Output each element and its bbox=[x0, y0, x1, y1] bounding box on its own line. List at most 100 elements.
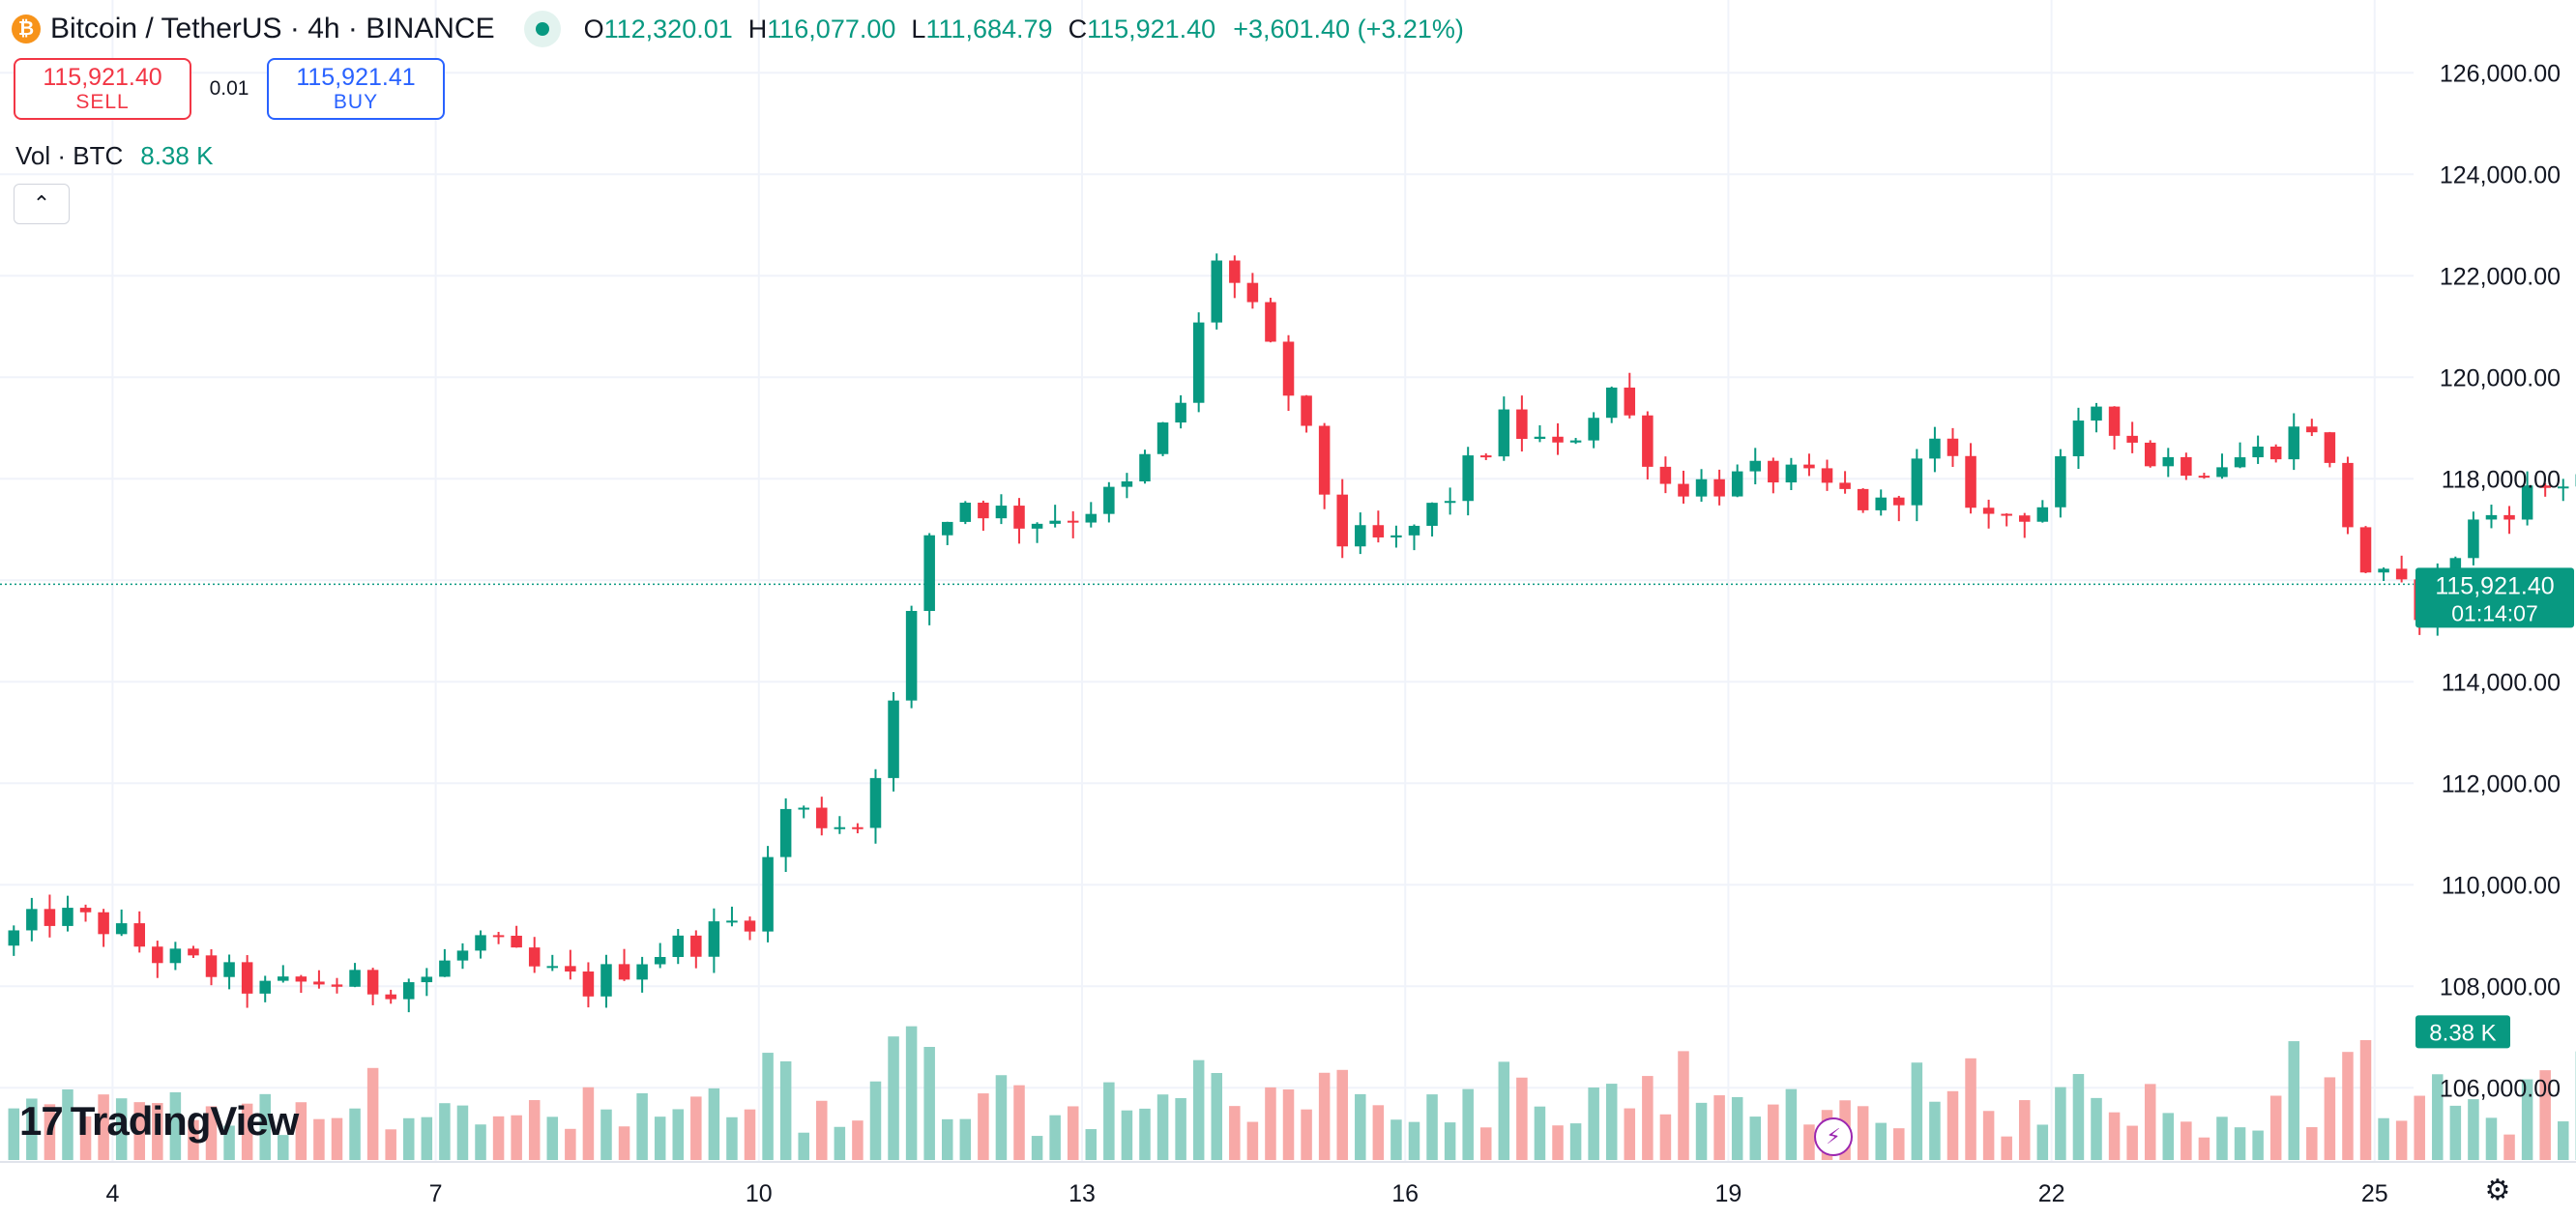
candle-body bbox=[1768, 460, 1779, 483]
candle-body bbox=[1749, 460, 1762, 472]
volume-bar bbox=[2485, 1117, 2498, 1160]
volume-bar bbox=[241, 1103, 253, 1160]
volume-bar bbox=[133, 1102, 146, 1160]
volume-bar bbox=[1282, 1089, 1295, 1160]
volume-bar bbox=[1965, 1058, 1976, 1160]
candle-body bbox=[816, 807, 828, 828]
candle-body bbox=[1516, 409, 1528, 440]
last-price-label: 115,921.40 bbox=[2435, 572, 2554, 599]
volume-bar bbox=[565, 1128, 576, 1160]
volume-bar bbox=[2449, 1105, 2462, 1160]
candle-body bbox=[278, 976, 289, 981]
buy-label: BUY bbox=[333, 91, 379, 114]
volume-bar bbox=[456, 1105, 469, 1160]
volume-bar bbox=[941, 1118, 953, 1160]
candle-body bbox=[1659, 466, 1672, 484]
tradingview-logo[interactable]: 17 TradingView bbox=[19, 1098, 299, 1145]
candle-body bbox=[1803, 464, 1815, 469]
volume-bar bbox=[2018, 1100, 2031, 1160]
symbol-title[interactable]: Bitcoin / TetherUS · 4h · BINANCE bbox=[50, 13, 495, 44]
candle-body bbox=[2126, 435, 2138, 443]
candle-body bbox=[98, 912, 109, 935]
volume-bar bbox=[2091, 1097, 2102, 1160]
volume-bar bbox=[995, 1075, 1008, 1160]
volume-bar bbox=[2468, 1099, 2479, 1160]
volume-legend[interactable]: Vol · BTC 8.38 K bbox=[15, 141, 213, 171]
volume-bar bbox=[152, 1103, 163, 1160]
price-axis[interactable]: 126,000.00 124,000.00 122,000.00 120,000.00… bbox=[2415, 60, 2574, 1102]
volume-bar bbox=[2216, 1116, 2228, 1160]
candle-body bbox=[978, 503, 989, 519]
candle-body bbox=[1085, 513, 1098, 523]
volume-bar bbox=[2108, 1112, 2121, 1160]
volume-bar bbox=[708, 1088, 720, 1160]
volume-bar bbox=[1444, 1122, 1456, 1160]
volume-bar bbox=[2414, 1095, 2425, 1160]
volume-bar bbox=[205, 1106, 218, 1160]
candle-body bbox=[1552, 436, 1564, 443]
candle-body bbox=[2324, 432, 2336, 463]
volume-bar bbox=[1301, 1109, 1312, 1160]
volume-bar bbox=[2234, 1127, 2246, 1160]
time-tick-label: 19 bbox=[1714, 1180, 1742, 1207]
candle-body bbox=[1067, 520, 1079, 523]
volume-bar bbox=[1659, 1114, 1672, 1160]
candle-body bbox=[295, 976, 307, 982]
sell-button[interactable]: 115,921.40 SELL bbox=[14, 58, 191, 120]
volume-bar bbox=[1139, 1108, 1151, 1160]
volume-bar bbox=[834, 1126, 846, 1160]
candle-body bbox=[1355, 525, 1366, 547]
candle-body bbox=[708, 921, 720, 957]
price-tick-label: 126,000.00 bbox=[2440, 60, 2561, 87]
candle-body bbox=[1534, 436, 1546, 440]
chevron-up-icon[interactable]: ⌃ bbox=[14, 184, 70, 224]
lightning-icon[interactable]: ⚡ bbox=[1814, 1117, 1853, 1156]
candle-body bbox=[798, 807, 809, 810]
volume-bar bbox=[26, 1098, 38, 1160]
time-tick-label: 16 bbox=[1391, 1180, 1419, 1207]
volume-bar bbox=[1121, 1110, 1133, 1160]
volume-bar bbox=[1479, 1127, 1492, 1160]
candle-body bbox=[1642, 415, 1654, 467]
volume-bar bbox=[546, 1116, 559, 1160]
candle-body bbox=[1498, 409, 1510, 457]
volume-bar bbox=[1156, 1094, 1169, 1160]
volume-bar bbox=[1192, 1059, 1205, 1160]
market-status-icon[interactable] bbox=[523, 11, 561, 47]
volume-label: Vol · BTC bbox=[15, 141, 124, 170]
volume-bar bbox=[2432, 1074, 2444, 1160]
candle-body bbox=[1211, 260, 1223, 323]
candle-body bbox=[1049, 520, 1061, 524]
candle-body bbox=[79, 908, 92, 913]
spread-value: 0.01 bbox=[209, 77, 249, 100]
candle-body bbox=[2395, 568, 2408, 580]
candle-body bbox=[2503, 514, 2515, 520]
time-tick-label: 25 bbox=[2361, 1180, 2388, 1207]
time-axis[interactable]: 4710131619222528Aug4710131619222528Sep47 bbox=[105, 1180, 2576, 1207]
volume-bar bbox=[923, 1047, 935, 1160]
gear-icon[interactable]: ⚙ bbox=[2484, 1174, 2511, 1206]
volume-bar bbox=[1803, 1124, 1815, 1160]
candle-body bbox=[241, 962, 253, 994]
volume-bar bbox=[492, 1116, 505, 1160]
volume-bar bbox=[1695, 1102, 1708, 1160]
volume-bar bbox=[1318, 1072, 1331, 1160]
candle-body bbox=[744, 920, 756, 932]
volume-bar bbox=[1031, 1136, 1043, 1160]
volume-bar bbox=[1085, 1129, 1098, 1160]
volume-value: 8.38 K bbox=[140, 141, 214, 170]
buy-button[interactable]: 115,921.41 BUY bbox=[267, 58, 445, 120]
candle-body bbox=[1569, 440, 1582, 443]
candle-body bbox=[223, 962, 235, 977]
candle-body bbox=[1265, 302, 1276, 342]
volume-bar bbox=[1498, 1061, 1510, 1160]
candle-body bbox=[1982, 508, 1995, 514]
volume-bar bbox=[1929, 1101, 1941, 1160]
candle-body bbox=[1839, 482, 1851, 489]
candle-body bbox=[1624, 387, 1636, 416]
volume-bar bbox=[888, 1036, 899, 1160]
time-tick-label: 7 bbox=[429, 1180, 443, 1207]
candle-body bbox=[2198, 476, 2210, 478]
candle-body bbox=[1857, 488, 1869, 510]
